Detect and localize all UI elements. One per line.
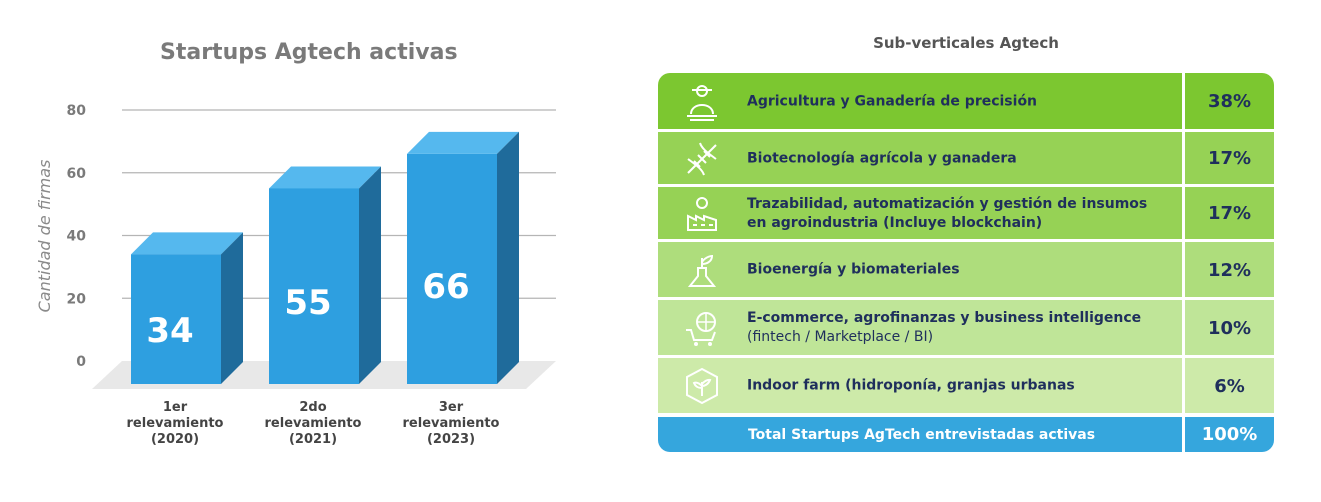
- bar-top: [407, 131, 519, 154]
- x-tick-label: relevamiento: [403, 416, 500, 431]
- row-divider: [658, 239, 1274, 242]
- y-tick-label: 80: [67, 103, 87, 119]
- bar: [269, 188, 359, 384]
- table-title: Sub-verticales Agtech: [873, 34, 1059, 52]
- row-label-cell: Agricultura y Ganadería de precisión: [658, 73, 1185, 130]
- bar-value-label: 55: [284, 283, 331, 323]
- row-label-cell: Trazabilidad, automatización y gestión d…: [658, 187, 1185, 240]
- hexagon-plant-icon: [686, 367, 718, 405]
- row-label-line1: Agricultura y Ganadería de precisión: [747, 93, 1038, 109]
- row-divider: [658, 355, 1274, 358]
- row-divider: [658, 413, 1274, 416]
- row-label: Biotecnología agrícola y ganadera: [747, 149, 1174, 168]
- row-label-cell: Bioenergía y biomateriales: [658, 242, 1185, 298]
- x-tick-label: relevamiento: [265, 416, 362, 431]
- table-row: E-commerce, agrofinanzas y business inte…: [658, 300, 1274, 356]
- x-tick-label: 2do: [299, 400, 326, 415]
- total-row: Total Startups AgTech entrevistadas acti…: [658, 417, 1274, 452]
- table-row: Agricultura y Ganadería de precisión 38%: [658, 73, 1274, 130]
- row-label-line1: Biotecnología agrícola y ganadera: [747, 150, 1017, 166]
- row-percentage: 17%: [1207, 148, 1252, 169]
- table-row: Biotecnología agrícola y ganadera 17%: [658, 132, 1274, 185]
- row-label: Indoor farm (hidroponía, granjas urbanas: [747, 377, 1174, 396]
- row-label-cell: Indoor farm (hidroponía, granjas urbanas: [658, 358, 1185, 414]
- table-row: Indoor farm (hidroponía, granjas urbanas…: [658, 358, 1274, 414]
- bar-side: [359, 166, 381, 384]
- row-percentage: 10%: [1207, 317, 1252, 339]
- row-label: E-commerce, agrofinanzas y business inte…: [747, 309, 1174, 347]
- bar: [131, 254, 221, 384]
- cart-globe-icon: [686, 312, 716, 346]
- dna-icon: [687, 142, 717, 175]
- subverticals-table: Agricultura y Ganadería de precisión 38% B…: [658, 73, 1274, 452]
- row-label: Agricultura y Ganadería de precisión: [747, 92, 1174, 111]
- y-tick-label: 60: [67, 166, 87, 182]
- row-label-line1: E-commerce, agrofinanzas y business inte…: [747, 310, 1142, 326]
- row-divider: [658, 184, 1274, 187]
- bar-side: [221, 232, 243, 384]
- x-tick-label: (2020): [151, 432, 199, 447]
- row-divider: [658, 129, 1274, 132]
- farmer-icon: [687, 84, 717, 121]
- bar: [407, 153, 497, 384]
- x-tick-label: 3er: [439, 400, 464, 415]
- y-tick-label: 40: [67, 229, 87, 245]
- total-label-cell: Total Startups AgTech entrevistadas acti…: [658, 417, 1185, 452]
- x-tick-label: (2021): [289, 432, 337, 447]
- row-label: Bioenergía y biomateriales: [747, 261, 1174, 280]
- x-tick-label: (2023): [427, 432, 475, 447]
- bar-value-label: 66: [422, 267, 469, 307]
- bar-top: [131, 232, 243, 255]
- row-label-line1: Trazabilidad, automatización y gestión d…: [747, 195, 1148, 212]
- bar-top: [269, 166, 381, 189]
- row-label-cell: E-commerce, agrofinanzas y business inte…: [658, 300, 1185, 356]
- row-label-cell: Biotecnología agrícola y ganadera: [658, 132, 1185, 185]
- total-label: Total Startups AgTech entrevistadas acti…: [747, 426, 1096, 443]
- factory-gear-icon: [687, 196, 717, 231]
- row-percentage: 12%: [1207, 259, 1252, 281]
- bar-value-label: 34: [146, 311, 193, 351]
- row-label-line1: Bioenergía y biomateriales: [747, 261, 960, 278]
- row-label-line1: Indoor farm (hidroponía, granjas urbanas: [747, 377, 1075, 394]
- chart-title: Startups Agtech activas: [160, 40, 458, 65]
- row-label-line2: en agroindustria (Incluye blockchain): [747, 214, 1043, 231]
- y-axis-label: Cantidad de firmas: [35, 160, 54, 313]
- x-tick-label: 1er: [163, 400, 188, 415]
- total-percentage: 100%: [1201, 424, 1258, 445]
- flask-leaf-icon: [687, 254, 717, 287]
- row-percentage: 38%: [1207, 91, 1252, 112]
- x-tick-label: relevamiento: [127, 416, 224, 431]
- bar-side: [497, 131, 519, 384]
- row-divider: [658, 297, 1274, 300]
- row-percentage: 17%: [1207, 203, 1252, 224]
- y-tick-label: 20: [67, 291, 87, 307]
- table-row: Bioenergía y biomateriales 12%: [658, 242, 1274, 298]
- row-label: Trazabilidad, automatización y gestión d…: [747, 195, 1174, 233]
- table-row: Trazabilidad, automatización y gestión d…: [658, 187, 1274, 240]
- row-percentage: 6%: [1214, 375, 1245, 397]
- row-label-line2: (fintech / Marketplace / BI): [747, 329, 934, 345]
- y-tick-label: 0: [76, 354, 86, 370]
